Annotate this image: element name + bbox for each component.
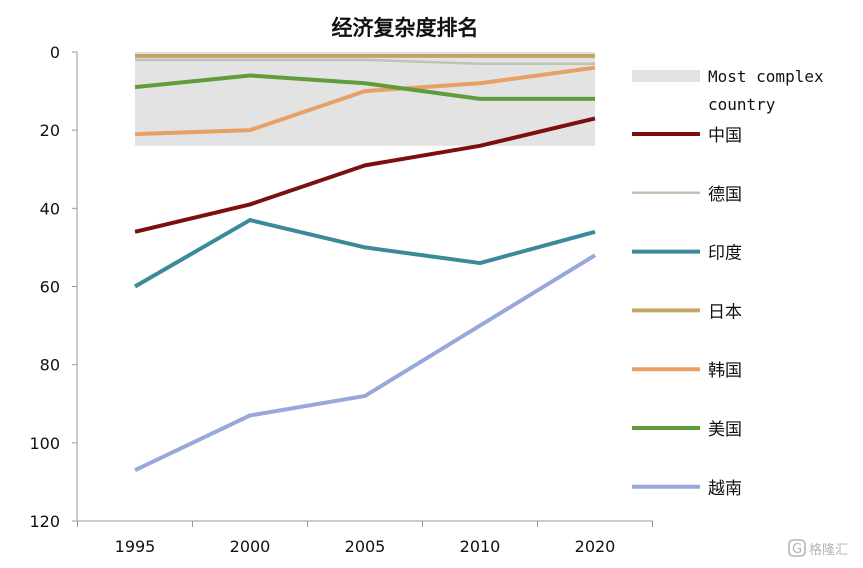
legend-label-band-line2: country xyxy=(708,95,776,114)
series-line-3 xyxy=(133,218,596,289)
series-line-2 xyxy=(135,58,595,65)
y-tick-label: 0 xyxy=(50,43,60,62)
legend-label-7: 越南 xyxy=(708,479,742,499)
legend-label-3: 印度 xyxy=(708,244,742,264)
series-line-7 xyxy=(134,253,597,472)
x-tick-label: 2010 xyxy=(460,537,501,556)
chart-title: 经济复杂度排名 xyxy=(332,16,479,40)
legend-swatch-band xyxy=(632,70,700,82)
legend-label-5: 韩国 xyxy=(708,361,742,381)
g-logo-glyph: G xyxy=(792,542,802,557)
legend-label-2: 德国 xyxy=(708,185,742,205)
series-line-1 xyxy=(134,116,596,234)
y-tick-label: 80 xyxy=(40,356,60,375)
watermark: G 格隆汇 xyxy=(788,539,848,558)
watermark-text: 格隆汇 xyxy=(809,542,848,558)
x-tick-label: 2005 xyxy=(345,537,386,556)
series-line-6 xyxy=(134,73,595,101)
y-tick-label: 40 xyxy=(40,199,60,218)
x-tick-label: 2020 xyxy=(575,537,616,556)
x-tick-label: 2000 xyxy=(230,537,271,556)
x-tick-label: 1995 xyxy=(115,537,156,556)
series-line-5 xyxy=(134,65,596,137)
plot-area: 0 20 40 60 80 100 120 1995 2000 2005 2010 2020 xyxy=(29,43,653,556)
legend-label-4: 日本 xyxy=(708,302,742,322)
y-tick-label: 120 xyxy=(29,512,60,531)
g-logo-icon xyxy=(788,539,806,557)
y-tick-label: 60 xyxy=(40,278,60,297)
legend-label-6: 美国 xyxy=(708,420,742,440)
y-tick-label: 100 xyxy=(29,434,60,453)
y-tick-label: 20 xyxy=(40,121,60,140)
legend-label-band-line1: Most complex xyxy=(708,67,824,86)
legend-label-1: 中国 xyxy=(708,126,742,146)
